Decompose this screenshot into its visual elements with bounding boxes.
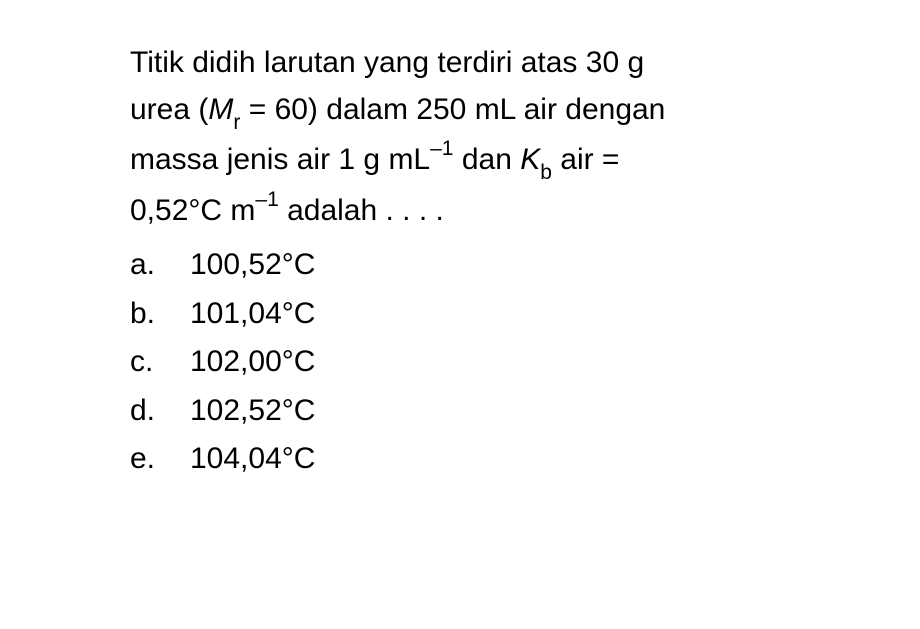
- question-line-1: Titik didih larutan yang terdiri atas 30…: [130, 40, 810, 87]
- question-line-4: 0,52°C m–1 adalah . . . .: [130, 187, 810, 235]
- option-c: c. 102,00°C: [130, 339, 810, 386]
- option-value: 102,00°C: [190, 339, 810, 386]
- option-b: b. 101,04°C: [130, 291, 810, 338]
- text-fragment: 0,52°C m: [130, 194, 255, 227]
- option-letter: a.: [130, 242, 190, 289]
- question-line-2: urea (Mr = 60) dalam 250 mL air dengan: [130, 87, 810, 137]
- text-fragment: urea (: [130, 93, 208, 126]
- superscript-neg1: –1: [255, 188, 278, 211]
- option-letter: b.: [130, 291, 190, 338]
- text-fragment: Titik didih larutan yang terdiri atas 30…: [130, 46, 644, 79]
- text-fragment: air =: [552, 143, 620, 176]
- option-value: 100,52°C: [190, 242, 810, 289]
- option-e: e. 104,04°C: [130, 436, 810, 483]
- text-fragment: massa jenis air 1 g mL: [130, 143, 430, 176]
- superscript-neg1: –1: [430, 137, 453, 160]
- option-d: d. 102,52°C: [130, 388, 810, 435]
- subscript-b: b: [540, 161, 552, 184]
- text-fragment: = 60) dalam 250 mL air dengan: [240, 93, 665, 126]
- variable-K: K: [520, 143, 540, 176]
- text-fragment: adalah . . . .: [279, 194, 444, 227]
- options-list: a. 100,52°C b. 101,04°C c. 102,00°C d. 1…: [130, 242, 810, 483]
- option-value: 104,04°C: [190, 436, 810, 483]
- option-value: 101,04°C: [190, 291, 810, 338]
- text-fragment: dan: [453, 143, 520, 176]
- variable-M: M: [208, 93, 233, 126]
- subscript-r: r: [233, 111, 240, 134]
- option-value: 102,52°C: [190, 388, 810, 435]
- option-a: a. 100,52°C: [130, 242, 810, 289]
- option-letter: c.: [130, 339, 190, 386]
- option-letter: e.: [130, 436, 190, 483]
- question-text: Titik didih larutan yang terdiri atas 30…: [130, 40, 810, 234]
- question-line-3: massa jenis air 1 g mL–1 dan Kb air =: [130, 136, 810, 187]
- option-letter: d.: [130, 388, 190, 435]
